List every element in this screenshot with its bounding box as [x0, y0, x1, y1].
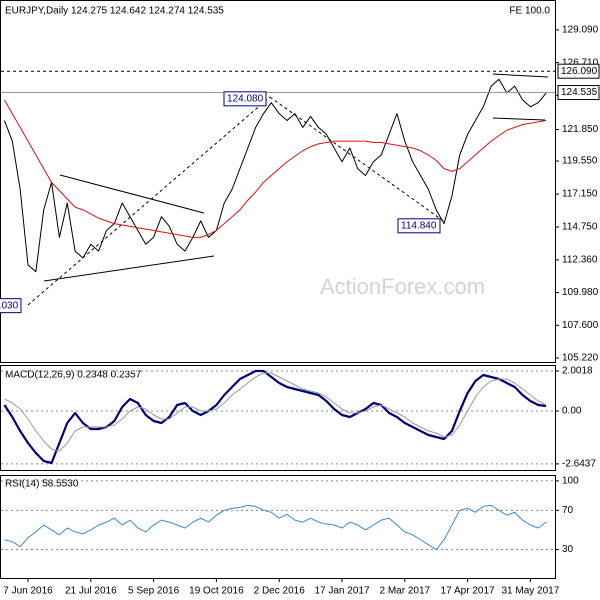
price-label-box: [397, 218, 441, 234]
level-label: 126.090: [561, 66, 598, 77]
x-tick-label: 19 Oct 2016: [189, 586, 244, 597]
price-panel: [0, 0, 556, 363]
y-tick-label: 70: [562, 505, 574, 516]
y-tick-label: 107.600: [562, 320, 599, 331]
trendline: [492, 73, 549, 78]
x-tick-label: 7 Jun 2016: [3, 586, 53, 597]
watermark: ActionForex.com: [320, 274, 485, 299]
trendline: [59, 174, 205, 214]
x-tick-label: 2 Mar 2017: [380, 586, 431, 597]
macd-title: MACD(12,26,9) 0.2348 0.2357: [5, 370, 142, 381]
y-tick-label: 112.360: [562, 255, 598, 266]
series-line: [3, 369, 547, 465]
rsi-title: RSI(14) 58.5530: [5, 479, 79, 490]
x-tick-label: 5 Sep 2016: [128, 586, 180, 597]
y-tick-label: 0.00: [562, 406, 582, 417]
x-tick-label: 21 Jul 2016: [65, 586, 117, 597]
series-line: [4, 504, 547, 551]
price-label: 109.030: [0, 300, 19, 311]
rsi-panel: [0, 475, 556, 579]
price-label-box: [0, 298, 22, 314]
level-label: 124.535: [561, 87, 598, 98]
level-box: [557, 85, 600, 101]
level-box: [557, 63, 600, 79]
fib-line: [27, 96, 271, 306]
macd-panel: [0, 365, 556, 471]
y-tick-label: 114.750: [562, 222, 598, 233]
x-tick-label: 17 Apr 2017: [441, 586, 495, 597]
y-tick-label: 30: [562, 544, 574, 555]
y-tick-label: 109.980: [562, 287, 599, 298]
trendlines: [27, 73, 549, 306]
y-tick-label: 119.550: [562, 156, 598, 167]
y-tick-label: 121.850: [562, 124, 599, 135]
price-title: EURJPY,Daily 124.275 124.642 124.274 124…: [5, 6, 224, 17]
x-tick-label: 31 May 2017: [501, 586, 559, 597]
price-label: 124.080: [227, 93, 264, 104]
y-tick-label: 2.0018: [562, 366, 593, 377]
price-label: 114.840: [401, 220, 437, 231]
y-tick-label: -2.6437: [562, 459, 596, 470]
trendline: [43, 255, 215, 282]
y-tick-label: 105.220: [562, 353, 599, 364]
y-tick-label: 100: [562, 476, 579, 487]
fe-note: FE 100.0: [509, 6, 550, 17]
y-tick-label: 126.710: [562, 57, 599, 68]
series-line: [3, 78, 547, 273]
x-tick-label: 17 Jan 2017: [314, 586, 369, 597]
x-tick-label: 2 Dec 2016: [254, 586, 306, 597]
price-label-box: [223, 91, 267, 107]
series-line: [4, 99, 547, 238]
price-plot: [3, 78, 547, 273]
series-line: [4, 372, 547, 452]
y-tick-label: 117.150: [562, 189, 598, 200]
trendline: [492, 117, 546, 121]
y-tick-label: 129.090: [562, 25, 599, 36]
